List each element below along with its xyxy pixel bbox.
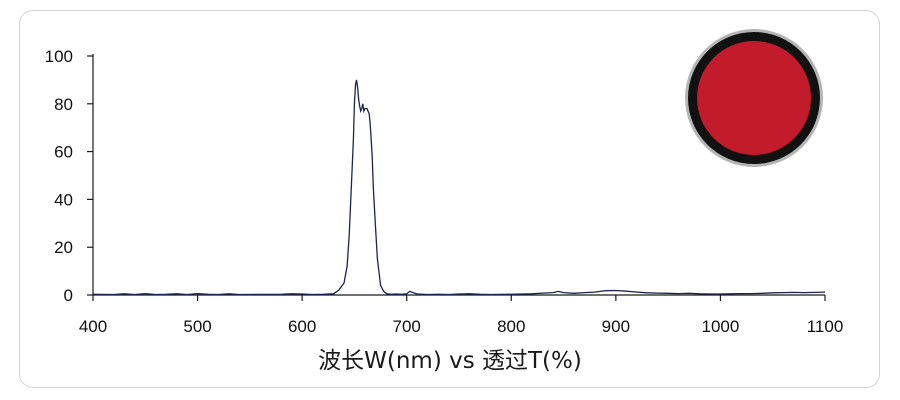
y-tick-label: 20 xyxy=(54,238,73,257)
x-tick-label: 800 xyxy=(497,317,525,336)
y-ticks: 0 20 40 60 80 100 xyxy=(45,47,93,305)
x-tick-label: 500 xyxy=(183,317,211,336)
x-tick-label: 1000 xyxy=(702,317,740,336)
x-tick-label: 600 xyxy=(288,317,316,336)
x-tick-label: 1100 xyxy=(807,317,844,336)
red-filter-disc-icon xyxy=(685,29,823,167)
y-tick-label: 0 xyxy=(64,286,73,305)
y-tick-label: 60 xyxy=(54,143,73,162)
x-axis-label: 波长W(nm) vs 透过T(%) xyxy=(318,348,582,374)
y-tick-label: 80 xyxy=(54,95,73,114)
transmission-line xyxy=(92,79,826,296)
x-tick-label: 900 xyxy=(602,317,630,336)
x-tick-label: 700 xyxy=(393,317,421,336)
y-tick-label: 40 xyxy=(54,190,73,209)
x-ticks: 400 500 600 700 800 900 1000 1100 xyxy=(79,295,843,336)
y-tick-label: 100 xyxy=(45,47,73,66)
x-tick-label: 400 xyxy=(79,317,107,336)
